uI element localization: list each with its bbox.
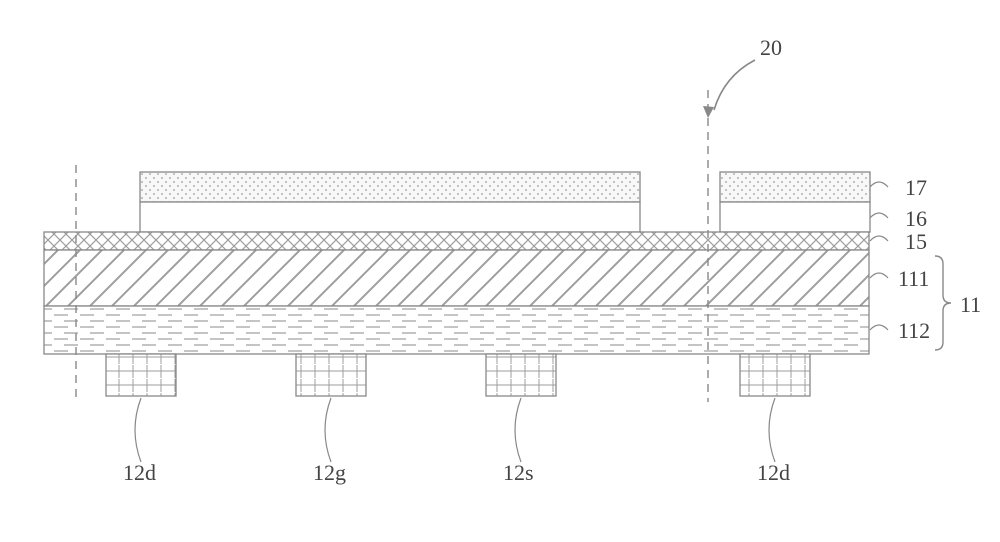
pad-0-leader xyxy=(135,398,141,462)
pointer-20-label: 20 xyxy=(760,35,782,60)
pointer-20-curve xyxy=(714,60,755,110)
layer15-leader xyxy=(870,236,888,241)
pad-2 xyxy=(486,354,556,396)
layer15-rect xyxy=(44,232,869,250)
layer111-rect xyxy=(44,250,869,306)
layer15-label: 15 xyxy=(905,229,927,254)
pad-3-label: 12d xyxy=(757,460,790,485)
layer16-leader xyxy=(870,213,888,218)
layer16-label: 16 xyxy=(905,206,927,231)
pad-3-leader xyxy=(769,398,775,462)
layer17-rect xyxy=(140,172,640,202)
layer17-label: 17 xyxy=(905,175,927,200)
pad-0 xyxy=(106,354,176,396)
pad-1 xyxy=(296,354,366,396)
pad-1-label: 12g xyxy=(313,460,346,485)
layer16-rect xyxy=(720,202,870,232)
layer17-leader xyxy=(870,182,888,187)
group-11-label: 11 xyxy=(960,292,981,317)
pad-2-leader xyxy=(515,398,521,462)
layer16-rect xyxy=(140,202,640,232)
pointer-20-head xyxy=(703,106,714,118)
layer112-rect xyxy=(44,306,869,354)
pad-3 xyxy=(740,354,810,396)
layer112-label: 112 xyxy=(898,318,930,343)
layer111-leader xyxy=(870,273,888,278)
layer112-leader xyxy=(870,325,888,330)
pad-0-label: 12d xyxy=(123,460,156,485)
layer111-label: 111 xyxy=(898,266,929,291)
layer17-rect xyxy=(720,172,870,202)
pad-2-label: 12s xyxy=(503,460,534,485)
group-11-brace xyxy=(935,256,951,350)
pad-1-leader xyxy=(325,398,331,462)
